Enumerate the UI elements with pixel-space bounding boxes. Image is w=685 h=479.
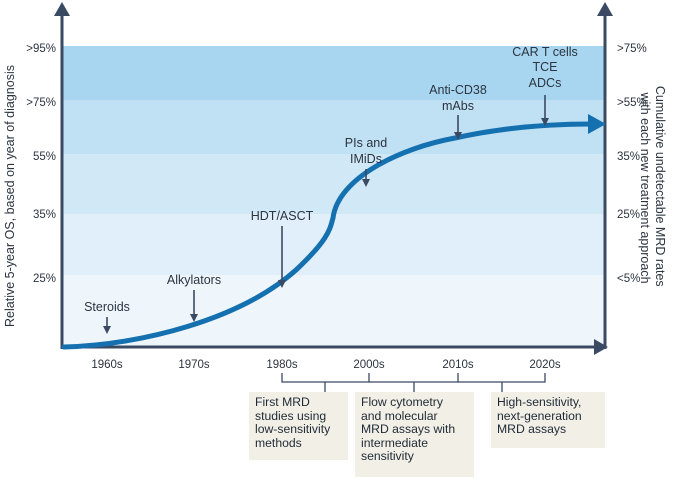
note-line: MRD assays xyxy=(497,422,567,437)
y-right-axis-title: Cumulative undetectable MRD rates with e… xyxy=(638,86,667,290)
mrd-brackets xyxy=(281,373,546,392)
left-axis-arrowhead xyxy=(54,2,70,16)
left-tick-label: 55% xyxy=(33,151,56,163)
left-tick-label: >95% xyxy=(26,43,56,55)
mrd-note-flow-cytometry: Flow cytometry and molecular MRD assays … xyxy=(355,392,474,477)
right-tick-label: <5% xyxy=(617,273,640,285)
x-tick-labels: 1960s 1970s 1980s 2000s 2010s 2020s xyxy=(91,359,561,371)
note-line: Flow cytometry xyxy=(361,395,443,409)
bracket-flow-cytometry xyxy=(369,373,459,392)
note-line: MRD assays with xyxy=(361,422,456,437)
right-tick-label: 25% xyxy=(617,209,640,221)
x-tick-label: 1980s xyxy=(266,359,298,371)
x-tick-label: 1960s xyxy=(91,359,123,371)
y-right-axis-title-line-2: with each new treatment approach xyxy=(638,91,652,283)
milestones: Steroids Alkylators HDT/ASCT PIs and IMi… xyxy=(84,45,578,334)
x-tick-label: 1970s xyxy=(178,359,210,371)
milestone-anti-cd38: Anti-CD38 mAbs xyxy=(429,83,487,140)
milestone-label: TCE xyxy=(533,60,558,74)
band-35-55 xyxy=(62,154,605,214)
mrd-note-first-studies: First MRD studies using low-sensitivity … xyxy=(249,392,348,460)
axes xyxy=(54,2,613,355)
note-line: High-sensitivity, xyxy=(497,395,582,409)
milestone-label: mAbs xyxy=(442,99,474,113)
bracket-first-mrd xyxy=(281,373,370,392)
note-line: First MRD xyxy=(255,395,310,409)
band-75-95 xyxy=(62,46,605,100)
milestone-label: Alkylators xyxy=(167,273,221,287)
left-tick-label: 25% xyxy=(33,273,56,285)
survival-curve-arrowhead xyxy=(588,114,606,134)
milestone-alkylators: Alkylators xyxy=(167,273,221,322)
right-axis-arrowhead xyxy=(597,2,613,16)
note-line: methods xyxy=(255,435,302,450)
milestone-hdt-asct: HDT/ASCT xyxy=(251,209,314,288)
mrd-note-high-sensitivity: High-sensitivity, next-generation MRD as… xyxy=(491,392,605,448)
milestone-label: IMiDs xyxy=(350,152,382,166)
survival-curve xyxy=(61,121,595,350)
milestone-label: PIs and xyxy=(345,136,387,150)
right-tick-label: >75% xyxy=(617,43,647,55)
y-right-axis-title-line-1: Cumulative undetectable MRD rates xyxy=(653,86,667,287)
note-line: intermediate xyxy=(361,435,429,450)
y-left-axis-title: Relative 5-year OS, based on year of dia… xyxy=(3,65,17,327)
milestone-car-t: CAR T cells TCE ADCs xyxy=(512,45,578,126)
note-line: and molecular xyxy=(361,408,438,423)
left-tick-labels: 25% 35% 55% >75% >95% xyxy=(26,43,56,285)
milestone-pis-imids: PIs and IMiDs xyxy=(345,136,387,187)
milestone-label: HDT/ASCT xyxy=(251,209,314,223)
x-tick-label: 2020s xyxy=(529,359,561,371)
milestone-label: CAR T cells xyxy=(512,45,578,59)
x-tick-label: 2000s xyxy=(353,359,385,371)
milestone-label: Steroids xyxy=(84,300,130,314)
x-axis-arrowhead xyxy=(594,339,608,355)
note-line: low-sensitivity xyxy=(255,422,331,437)
left-tick-label: >75% xyxy=(26,97,56,109)
background-bands xyxy=(62,46,605,347)
right-tick-labels: <5% 25% 35% >55% >75% xyxy=(617,43,647,285)
right-tick-label: >55% xyxy=(617,97,647,109)
milestone-label: Anti-CD38 xyxy=(429,83,487,97)
note-line: sensitivity xyxy=(361,449,414,464)
bracket-high-sensitivity xyxy=(458,373,546,392)
milestone-label: ADCs xyxy=(529,76,562,90)
note-line: studies using xyxy=(255,408,327,423)
left-tick-label: 35% xyxy=(33,209,56,221)
milestone-steroids: Steroids xyxy=(84,300,130,334)
x-tick-label: 2010s xyxy=(442,359,474,371)
right-tick-label: 35% xyxy=(617,151,640,163)
note-line: next-generation xyxy=(497,408,582,423)
